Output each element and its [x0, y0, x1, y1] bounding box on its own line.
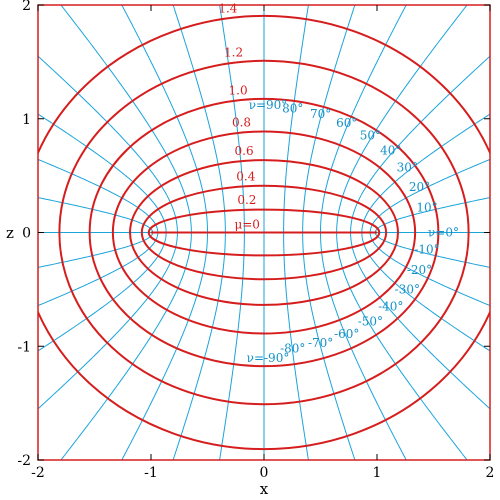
- nu-curve: [121, 232, 208, 460]
- y-tick-label: -1: [17, 339, 31, 355]
- mu-labels-group: μ=0 0.2 0.4 0.6 0.8 1.0 1.2 1.4: [218, 1, 260, 231]
- nu-label: 80°: [282, 102, 303, 116]
- nu-curve: [38, 158, 159, 233]
- nu-curve: [38, 232, 167, 352]
- mu-curve: [129, 159, 399, 306]
- nu-label: -50°: [358, 315, 383, 329]
- mu-label: 1.0: [229, 83, 248, 97]
- mu-curve: [111, 130, 417, 335]
- nu-curve: [60, 232, 192, 460]
- nu-label: 20°: [409, 180, 430, 194]
- nu-label: -60°: [334, 327, 359, 341]
- nu-label: -20°: [407, 263, 432, 277]
- nu-curve: [369, 232, 490, 307]
- nu-curve: [121, 5, 208, 233]
- nu-labels-group: ν=90°80° 70° 60°50°40° 30° 20° 10° ν=0° -10° -20…: [247, 98, 459, 365]
- x-axis-label: x: [260, 480, 269, 498]
- nu-curve: [38, 197, 154, 233]
- y-tick-label: 0: [22, 226, 31, 242]
- nu-curve: [361, 232, 490, 352]
- nu-label: 10°: [416, 200, 437, 214]
- nu-label: ν=0°: [428, 226, 459, 240]
- nu-curve: [172, 232, 226, 460]
- x-tick-label: 2: [486, 465, 495, 481]
- nu-curve: [361, 113, 490, 233]
- mu-label: 0.8: [232, 116, 251, 130]
- nu-label: -10°: [414, 243, 439, 257]
- mu-curve: [147, 208, 381, 257]
- nu-curve: [350, 232, 490, 410]
- nu-label: -30°: [395, 282, 420, 296]
- mu-label: 0.2: [237, 193, 256, 207]
- x-tick-label: 0: [260, 465, 269, 481]
- x-tick-label: -1: [144, 465, 158, 481]
- nu-curve: [302, 5, 356, 233]
- x-tick-label: 1: [373, 465, 382, 481]
- nu-curve: [336, 5, 468, 233]
- z-axis-label: z: [6, 224, 14, 242]
- nu-curve: [38, 232, 178, 410]
- y-tick-label: 2: [22, 0, 31, 14]
- nu-curve: [320, 232, 407, 460]
- nu-curve: [302, 232, 356, 460]
- y-tick-label: 1: [22, 112, 31, 128]
- nu-label: 60°: [336, 116, 357, 130]
- nu-curve: [38, 55, 178, 233]
- x-tick-label: -2: [31, 465, 45, 481]
- mu-label: 1.2: [224, 46, 243, 60]
- mu-label: 1.4: [218, 1, 237, 15]
- mu-curve: [140, 184, 388, 281]
- nu-label: ν=-90°: [247, 351, 290, 365]
- mu-label: μ=0: [234, 218, 260, 232]
- mu-label: 0.6: [235, 144, 254, 158]
- nu-curve: [374, 197, 490, 233]
- nu-curve: [374, 232, 490, 268]
- nu-label: -40°: [378, 300, 403, 314]
- nu-label: 30°: [397, 161, 418, 175]
- nu-label: 40°: [380, 143, 401, 157]
- mu-curve: [88, 97, 440, 368]
- nu-curve: [350, 55, 490, 233]
- nu-label: -80°: [280, 341, 305, 355]
- nu-curve: [60, 5, 192, 233]
- y-tick-label: -2: [17, 453, 31, 469]
- mu-curves-group: [38, 14, 490, 451]
- nu-label: 70°: [310, 107, 331, 121]
- nu-curve: [369, 158, 490, 233]
- nu-curve: [172, 5, 226, 233]
- nu-curve: [38, 232, 154, 268]
- nu-label: 50°: [360, 128, 381, 142]
- mu-curve: [58, 59, 470, 406]
- nu-curve: [38, 232, 159, 307]
- nu-label: -70°: [308, 336, 333, 350]
- nu-curve: [38, 113, 167, 233]
- nu-curve: [336, 232, 468, 460]
- mu-curve: [38, 14, 490, 451]
- mu-label: 0.4: [236, 169, 255, 183]
- nu-curve: [320, 5, 407, 233]
- nu-label: ν=90°: [249, 98, 288, 112]
- ticks-group: -2 -1 0 1 2 2 1 0 -1 -2: [17, 0, 494, 481]
